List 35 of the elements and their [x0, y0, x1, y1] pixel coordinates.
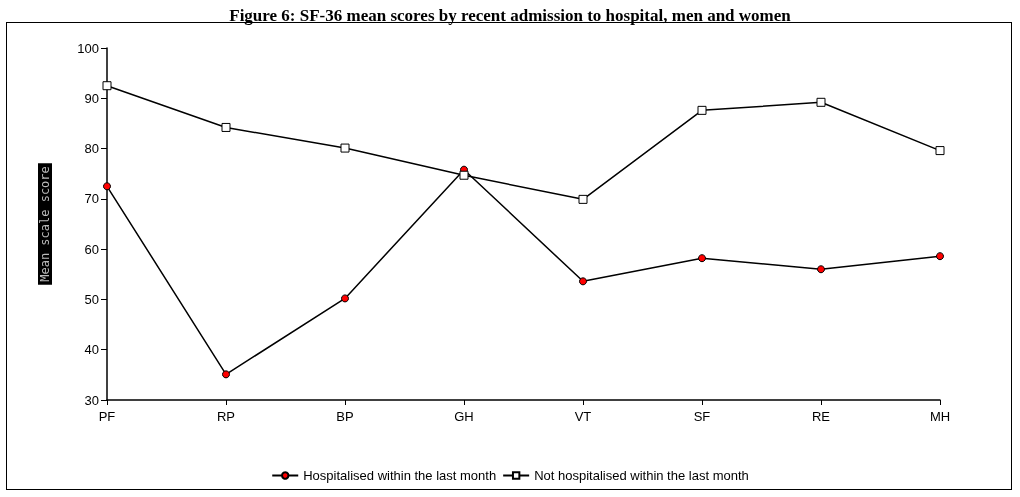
x-tick-label: SF: [693, 409, 711, 424]
x-tick-label: VT: [574, 409, 592, 424]
point: [102, 81, 112, 91]
x-tick-label: MH: [929, 409, 951, 424]
y-tick-label: 100: [77, 40, 99, 56]
point: [698, 254, 706, 263]
point: [459, 170, 469, 180]
point: [340, 143, 350, 153]
point: [341, 294, 349, 303]
point: [935, 146, 945, 156]
x-tick-label: BP: [336, 409, 354, 424]
x-tick-label: RE: [811, 409, 831, 424]
point: [222, 370, 230, 379]
point: [578, 194, 588, 204]
point: [816, 97, 826, 107]
point: [936, 252, 944, 261]
point: [817, 265, 825, 274]
y-tick-label: 50: [84, 291, 99, 307]
point: [103, 182, 111, 191]
y-axis-title: Mean scale score: [38, 166, 52, 282]
y-tick-label: 70: [84, 191, 99, 207]
legend-label: Hospitalised within the last month: [303, 468, 497, 483]
point: [221, 122, 231, 132]
y-tick-label: 90: [84, 90, 99, 106]
y-tick-label: 30: [84, 392, 99, 408]
x-tick-label: GH: [454, 409, 474, 424]
x-tick-label: RP: [216, 409, 236, 424]
chart-title: Figure 6: SF-36 mean scores by recent admission to hospital, men and women: [229, 6, 792, 25]
y-tick-label: 60: [84, 241, 99, 257]
y-tick-label: 80: [84, 141, 99, 157]
legend-label: Not hospitalised within the last month: [534, 468, 749, 483]
point: [697, 105, 707, 115]
y-tick-label: 40: [84, 342, 99, 358]
point: [579, 277, 587, 286]
x-tick-label: PF: [98, 409, 116, 424]
